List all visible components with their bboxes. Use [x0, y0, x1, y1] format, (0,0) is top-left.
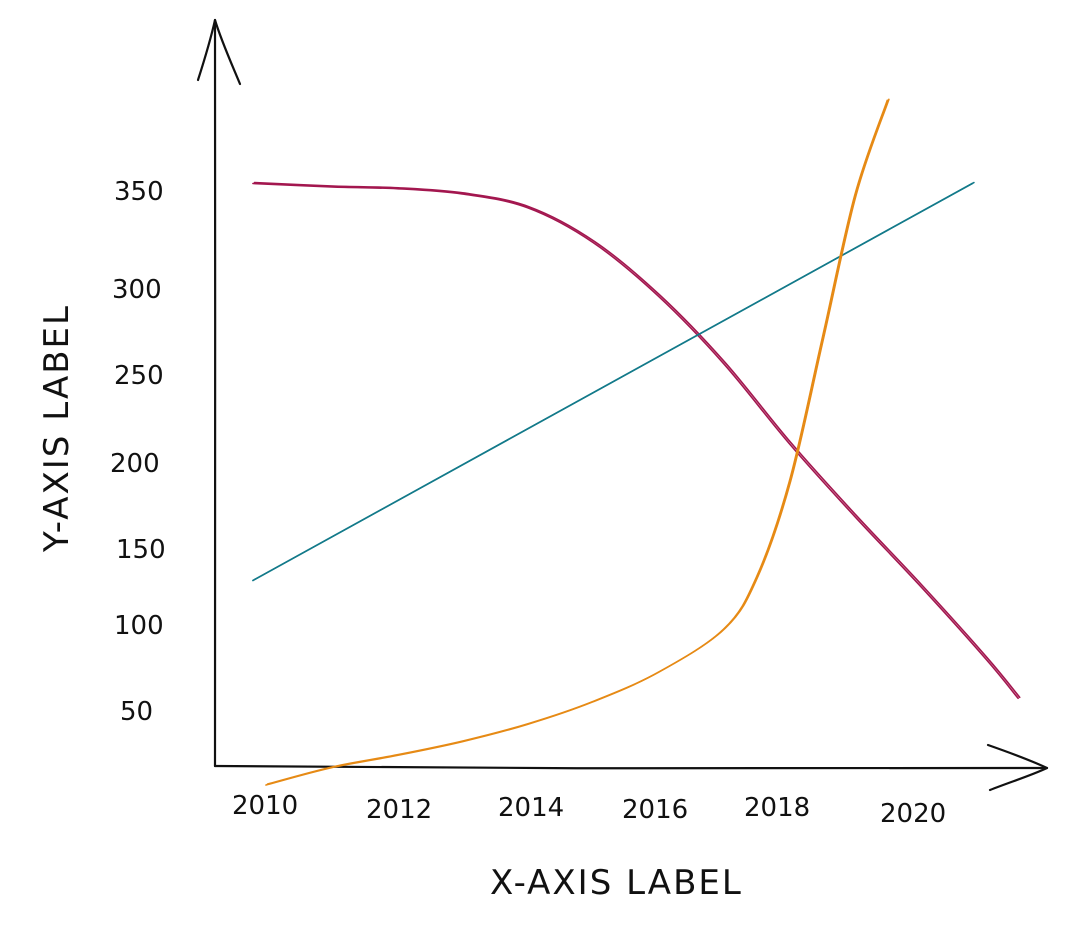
y-tick-label: 200 — [110, 449, 160, 479]
series-line-0-sketch-stroke — [253, 181, 1021, 699]
y-tick-label: 150 — [116, 535, 166, 565]
y-tick-label: 300 — [112, 275, 162, 305]
x-axis-arrowhead — [986, 743, 1049, 792]
series-layer — [252, 98, 1021, 786]
y-axis-arrowhead — [196, 18, 242, 86]
y-axis-line — [213, 18, 217, 768]
y-tick-label: 350 — [114, 177, 164, 207]
x-tick-label: 2012 — [366, 795, 432, 825]
x-tick-label: 2020 — [880, 799, 946, 829]
series-line-2 — [265, 99, 889, 786]
y-tick-labels: 350 300 250 200 150 100 50 — [110, 177, 166, 727]
x-tick-label: 2014 — [498, 793, 564, 823]
y-axis-title: Y-AXIS LABEL — [37, 304, 77, 553]
series-line-0 — [252, 182, 1019, 700]
x-tick-labels: 2010 2012 2014 2016 2018 2020 — [232, 791, 946, 829]
x-axis-title: X-AXIS LABEL — [490, 863, 743, 903]
series-line-2-sketch-stroke — [266, 98, 890, 785]
x-tick-label: 2016 — [622, 795, 688, 825]
x-tick-label: 2018 — [744, 793, 810, 823]
y-tick-label: 250 — [114, 361, 164, 391]
y-tick-label: 100 — [114, 611, 164, 641]
y-tick-label: 50 — [120, 697, 153, 727]
axes — [196, 18, 1049, 792]
x-tick-label: 2010 — [232, 791, 298, 821]
series-line-1-sketch-stroke — [253, 181, 975, 581]
